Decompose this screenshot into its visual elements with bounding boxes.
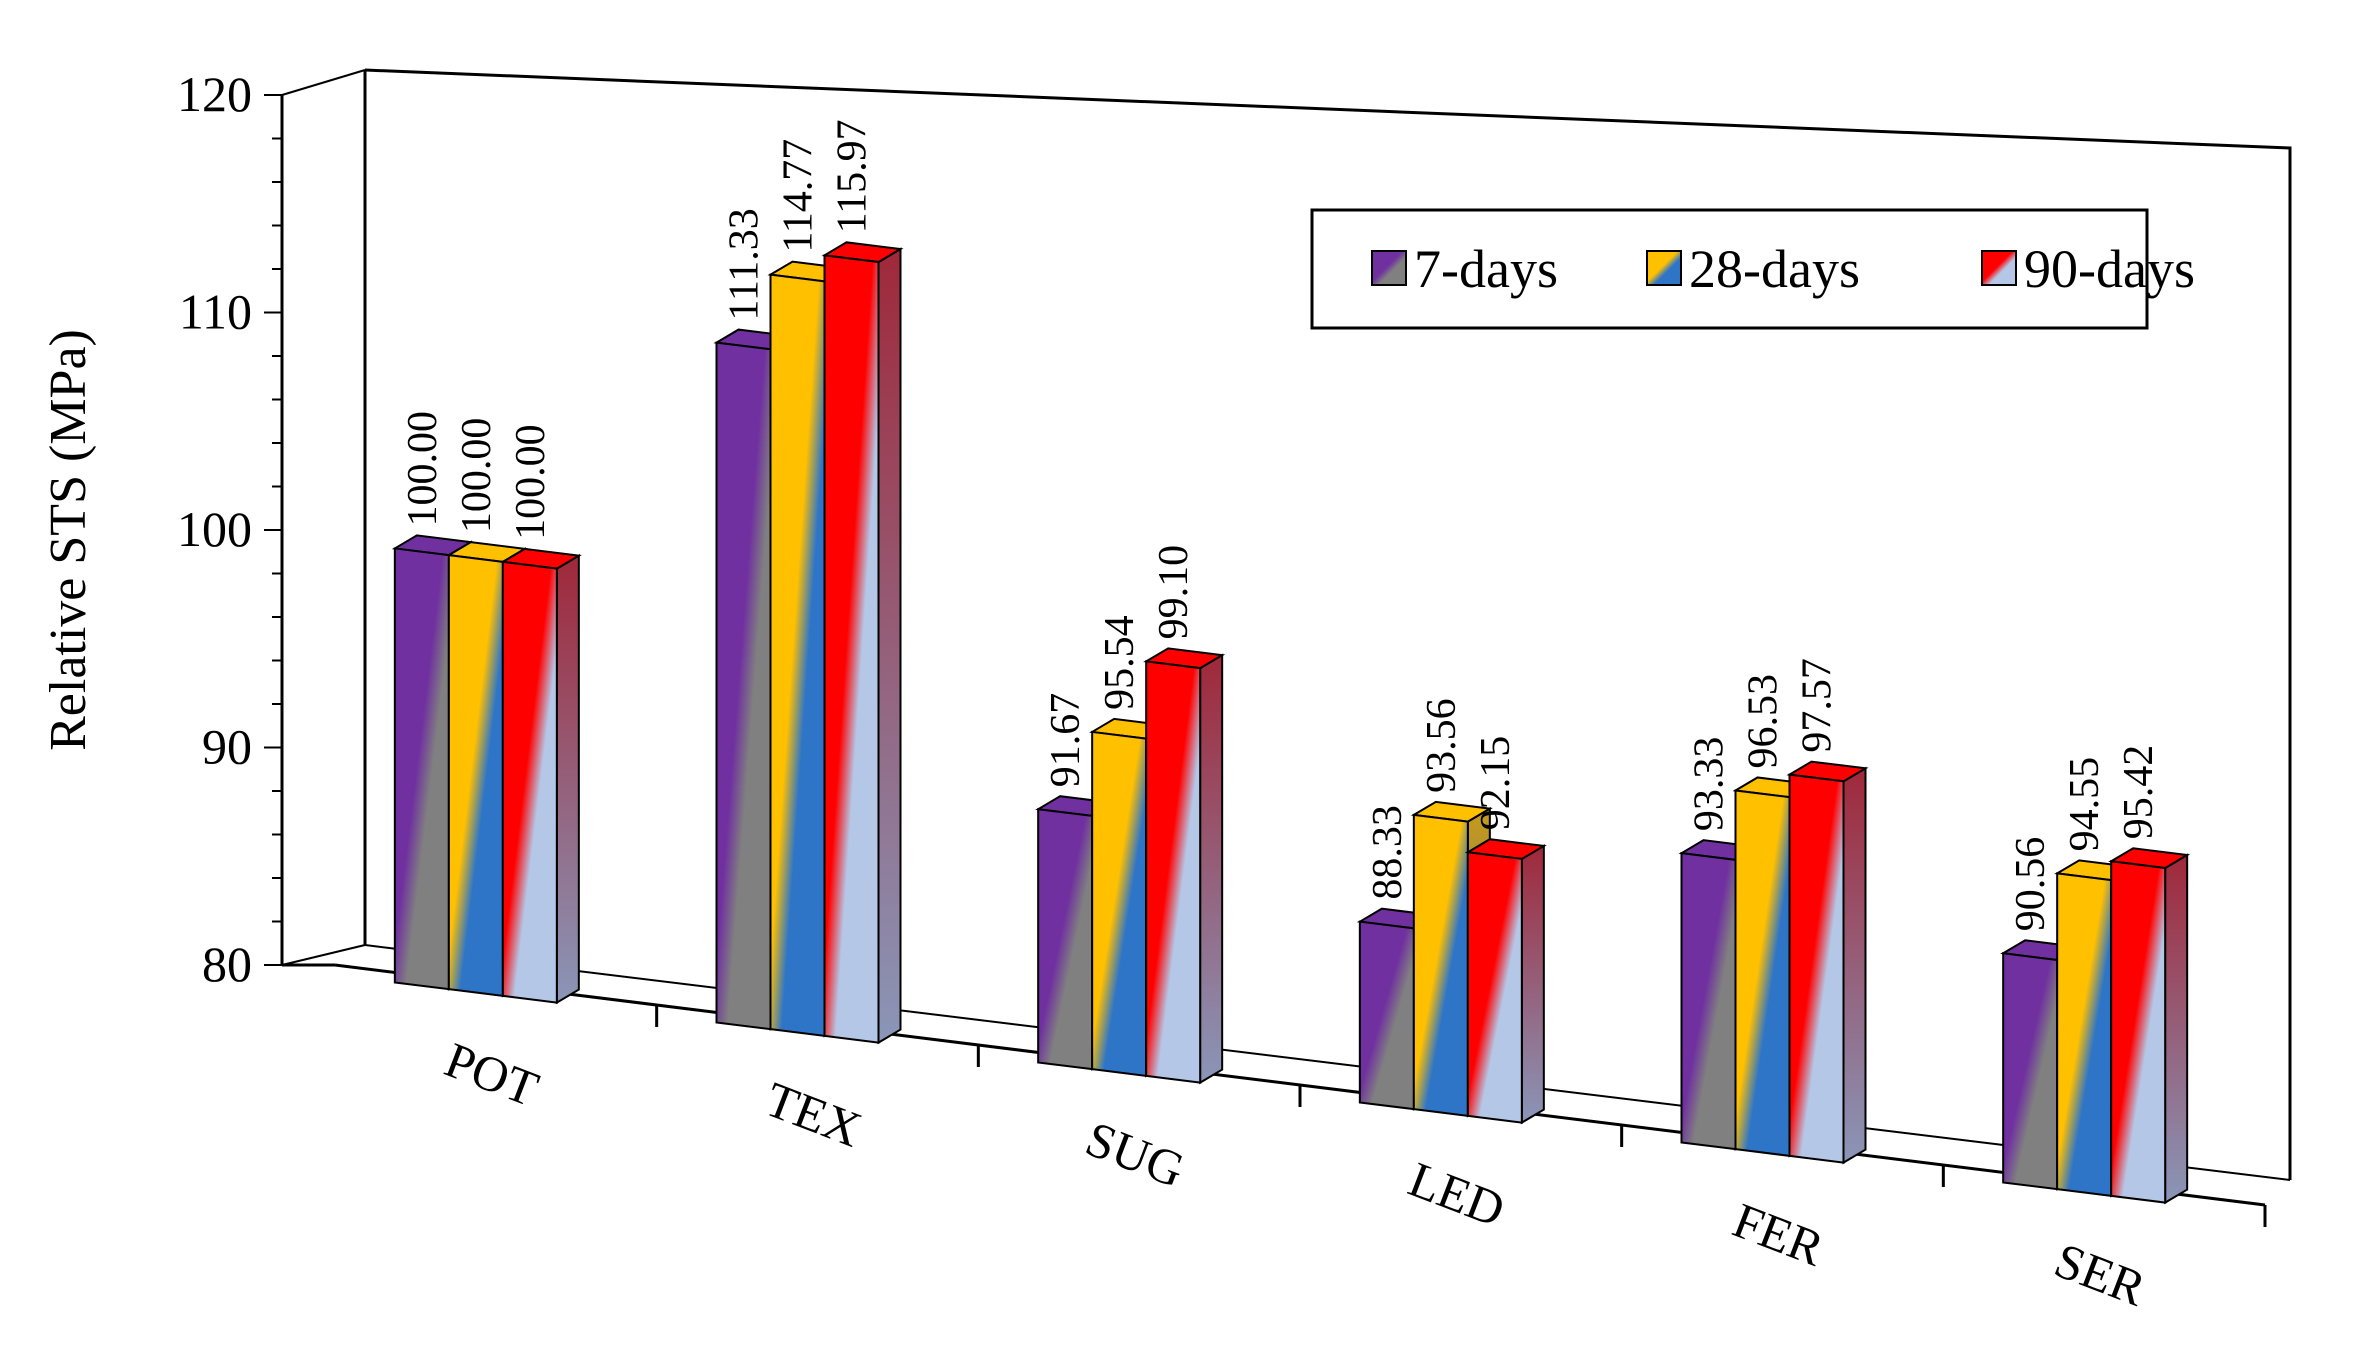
bar-side-face	[1842, 766, 1867, 1165]
bar-front-face	[1734, 789, 1791, 1158]
x-category-label: FER	[1726, 1192, 1832, 1277]
bar-ser-90-days	[2108, 847, 2191, 1205]
bar-data-label: 111.33	[722, 208, 768, 320]
bar-front-face	[1788, 773, 1845, 1164]
bar-front-face	[823, 254, 880, 1044]
bar-front-face	[1145, 660, 1202, 1084]
bar-data-label: 114.77	[776, 139, 822, 253]
bar-data-label: 95.54	[1097, 615, 1143, 710]
x-category-label: POT	[438, 1031, 546, 1117]
bar-side-face	[1520, 844, 1545, 1125]
bar-led-90-days	[1464, 838, 1547, 1125]
bar-front-face	[2056, 872, 2113, 1198]
legend-swatch	[1646, 250, 1682, 286]
legend-item-90-days: 90-days	[1981, 239, 2195, 299]
bar-data-label: 96.53	[1741, 674, 1787, 769]
bar-data-label: 97.57	[1795, 658, 1841, 753]
bar-pot-90-days	[499, 547, 582, 1005]
x-category-label: SUG	[1079, 1110, 1192, 1198]
bar-front-face	[1412, 813, 1469, 1118]
bar-sug-90-days	[1143, 647, 1226, 1085]
y-axis-title: Relative STS (MPa)	[40, 329, 97, 751]
bars-group	[391, 241, 2191, 1205]
bar-front-face	[1680, 852, 1737, 1151]
bar-data-label: 91.67	[1043, 693, 1089, 788]
bar-data-label: 99.10	[1151, 545, 1197, 640]
bar-front-face	[1037, 808, 1094, 1071]
legend: 7-days 28-days 90-days	[1310, 208, 2195, 330]
bar-front-face	[1091, 730, 1148, 1078]
bar-data-label: 100.00	[508, 424, 554, 540]
bar-front-face	[501, 560, 558, 1004]
bar-data-label: 90.56	[2008, 837, 2054, 932]
bar-front-face	[769, 273, 826, 1038]
bar-data-label: 93.33	[1687, 737, 1733, 832]
bar-front-face	[1466, 851, 1523, 1124]
bar-fer-90-days	[1786, 760, 1869, 1165]
y-tick-label: 120	[177, 66, 252, 122]
bar-front-face	[393, 547, 450, 991]
bar-data-label: 93.56	[1419, 698, 1465, 793]
bar-front-face	[1358, 920, 1415, 1111]
floor-back-edge	[364, 944, 2291, 1181]
x-category-label: LED	[1402, 1151, 1513, 1238]
y-tick-label: 100	[177, 501, 252, 557]
bar-side-face	[1199, 653, 1224, 1085]
legend-swatch	[1981, 250, 2017, 286]
bar-side-face	[877, 247, 902, 1045]
bar-front-face	[2110, 860, 2167, 1204]
legend-label: 7-days	[1414, 239, 1558, 299]
x-category-label: SER	[2047, 1232, 2153, 1317]
y-axis-bottom-connector	[281, 944, 366, 966]
back-wall-edge	[364, 68, 2292, 1180]
bar-data-label: 94.55	[2062, 757, 2108, 852]
bar-data-label: 100.00	[400, 411, 446, 527]
legend-label: 90-days	[2024, 239, 2195, 299]
bar-front-face	[2002, 952, 2059, 1191]
bar-tex-90-days	[821, 241, 904, 1045]
bar-side-face	[2164, 853, 2189, 1205]
y-tick-label: 110	[179, 284, 252, 340]
y-tick-label: 90	[202, 719, 252, 775]
y-tick-label: 80	[202, 936, 252, 992]
bar-data-label: 100.00	[454, 418, 500, 534]
legend-item-28-days: 28-days	[1646, 239, 1860, 299]
bar-data-label: 115.97	[830, 119, 876, 233]
bar-side-face	[555, 553, 580, 1005]
bar-data-label: 88.33	[1365, 805, 1411, 900]
bar-front-face	[447, 554, 504, 998]
plot-walls	[363, 68, 2292, 1181]
legend-label: 28-days	[1689, 239, 1860, 299]
x-category-label: TEX	[758, 1071, 869, 1158]
y-axis-top-connector	[281, 69, 366, 96]
legend-swatch	[1371, 250, 1407, 286]
bar-data-label: 95.42	[2116, 745, 2162, 840]
bar-front-face	[715, 341, 772, 1031]
bar-data-label: 92.15	[1473, 736, 1519, 831]
y-axis: 80 90 100 110 120 Relative STS (MPa)	[40, 66, 366, 992]
legend-item-7-days: 7-days	[1371, 239, 1558, 299]
